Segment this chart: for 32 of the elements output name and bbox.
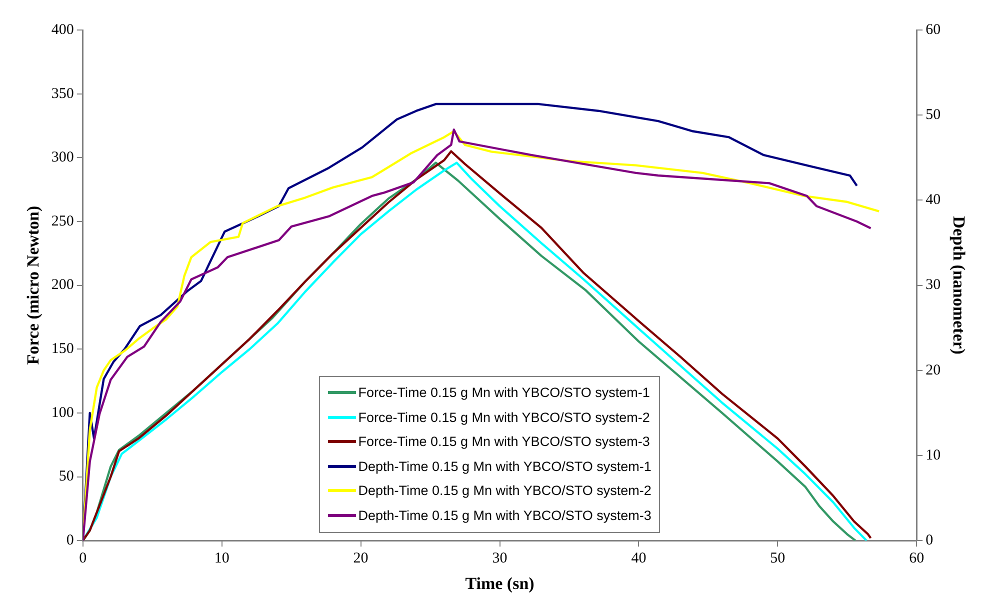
x-tick-label: 40 xyxy=(631,550,646,567)
legend-label: Depth-Time 0.15 g Mn with YBCO/STO system-1 xyxy=(358,458,652,474)
y-tick-label: 0 xyxy=(66,532,74,549)
x-axis-title: Time (sn) xyxy=(465,574,534,594)
y2-tick-label: 0 xyxy=(926,532,934,549)
y2-tick-label: 30 xyxy=(926,277,941,294)
x-tick-label: 20 xyxy=(353,550,368,567)
y2-tick-label: 10 xyxy=(926,447,941,464)
legend-label: Force-Time 0.15 g Mn with YBCO/STO system-2 xyxy=(358,410,650,425)
y-tick-label: 150 xyxy=(51,341,74,358)
y-tick-label: 50 xyxy=(58,468,74,485)
y2-axis-title: Depth (nanometer) xyxy=(949,216,968,354)
y-tick-label: 300 xyxy=(51,150,74,166)
y-axis-title: Force (micro Newton) xyxy=(24,206,43,365)
x-tick-label: 10 xyxy=(214,550,230,567)
y-tick-label: 200 xyxy=(51,277,74,294)
y2-tick-label: 50 xyxy=(926,107,941,124)
legend-label: Force-Time 0.15 g Mn with YBCO/STO system-1 xyxy=(358,385,650,400)
x-tick-label: 50 xyxy=(770,550,786,567)
legend-label: Depth-Time 0.15 g Mn with YBCO/STO system-2 xyxy=(358,483,652,498)
y2-tick-label: 40 xyxy=(926,192,941,208)
y-tick-label: 100 xyxy=(51,404,74,421)
legend-label: Depth-Time 0.15 g Mn with YBCO/STO system-3 xyxy=(358,508,652,523)
y-tick-label: 350 xyxy=(51,86,74,102)
y-tick-label: 250 xyxy=(51,213,74,230)
x-tick-label: 0 xyxy=(79,550,87,567)
y2-tick-label: 20 xyxy=(926,362,941,378)
y-tick-label: 400 xyxy=(51,22,74,38)
x-tick-label: 60 xyxy=(909,550,924,567)
legend-label: Force-Time 0.15 g Mn with YBCO/STO system-3 xyxy=(358,434,650,450)
y2-tick-label: 60 xyxy=(926,22,941,38)
x-tick-label: 30 xyxy=(492,550,508,567)
